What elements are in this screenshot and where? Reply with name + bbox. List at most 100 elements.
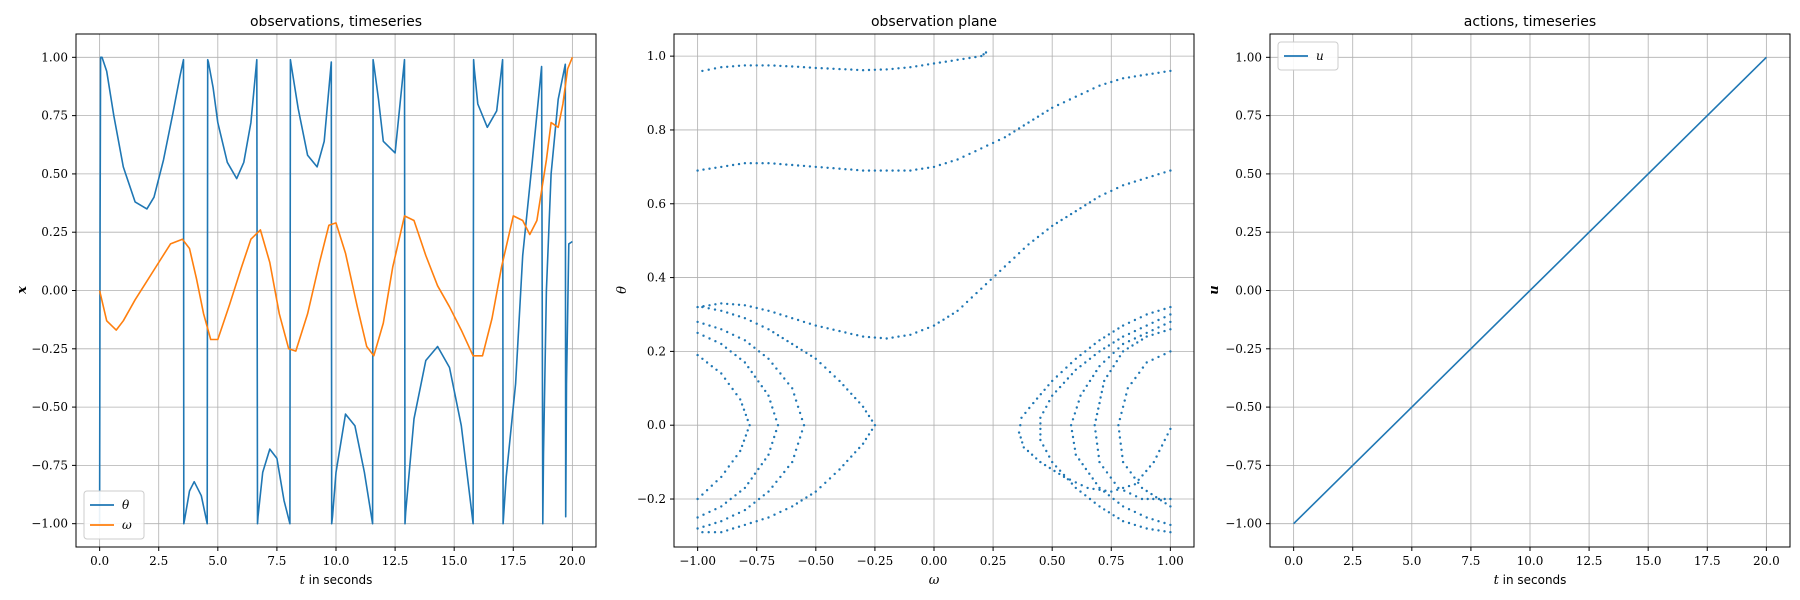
scatter-point (708, 324, 711, 327)
scatter-point (1107, 494, 1111, 497)
scatter-point (1035, 457, 1038, 460)
scatter-point (1027, 243, 1030, 246)
y-tick-label: −0.2 (637, 492, 666, 506)
scatter-point (696, 169, 699, 172)
scatter-point (1079, 394, 1082, 397)
scatter-point (771, 362, 774, 365)
scatter-point (885, 337, 888, 340)
scatter-point (809, 354, 813, 357)
scatter-point (842, 384, 845, 387)
scatter-point (708, 167, 711, 170)
scatter-point (1139, 74, 1143, 77)
scatter-point (701, 493, 704, 496)
scatter-point (1134, 376, 1137, 380)
scatter-point (773, 435, 776, 439)
scatter-point (774, 418, 778, 421)
scatter-point (794, 448, 798, 451)
scatter-point (771, 406, 774, 409)
scatter-point (897, 169, 900, 172)
scatter-point (1133, 337, 1137, 340)
scatter-point (1117, 486, 1120, 490)
scatter-point (749, 521, 752, 525)
scatter-point (1151, 321, 1154, 324)
scatter-point (805, 351, 808, 355)
scatter-point (787, 382, 790, 385)
scatter-point (921, 64, 924, 67)
y-tick-label: 1.00 (1235, 50, 1262, 64)
scatter-point (1140, 497, 1144, 501)
scatter-point (1070, 373, 1074, 376)
scatter-point (1088, 497, 1092, 501)
scatter-point (742, 408, 746, 411)
scatter-point (814, 66, 817, 70)
scatter-point (1048, 466, 1052, 470)
scatter-point (726, 65, 729, 69)
scatter-point (796, 405, 800, 408)
scatter-point (702, 513, 705, 516)
y-axis-label: x (15, 286, 30, 295)
scatter-point (1145, 331, 1148, 335)
scatter-point (1062, 101, 1066, 104)
scatter-point (1065, 215, 1068, 219)
scatter-point (1117, 501, 1120, 504)
x-tick-label: 0.25 (980, 554, 1007, 568)
scatter-point (1062, 381, 1066, 384)
y-tick-label: −1.00 (31, 517, 68, 531)
scatter-point (720, 165, 723, 169)
x-tick-label: 2.5 (149, 554, 168, 568)
scatter-point (1095, 412, 1099, 416)
scatter-point (1013, 256, 1016, 259)
scatter-point (1169, 320, 1172, 324)
scatter-point (1098, 505, 1101, 508)
scatter-point (748, 505, 751, 508)
scatter-point (1058, 469, 1062, 472)
scatter-point (1094, 418, 1098, 421)
scatter-point (873, 424, 877, 427)
scatter-point (873, 169, 877, 172)
scatter-point (1148, 465, 1152, 468)
scatter-point (1121, 505, 1125, 508)
scatter-point (833, 472, 836, 476)
scatter-point (729, 497, 732, 501)
scatter-point (1157, 355, 1160, 359)
scatter-point (1079, 353, 1082, 357)
scatter-point (867, 68, 871, 72)
scatter-point (1127, 508, 1131, 511)
scatter-point (1139, 327, 1143, 330)
scatter-point (1069, 362, 1073, 365)
scatter-point (727, 465, 730, 468)
scatter-point (897, 67, 900, 70)
scatter-point (737, 336, 741, 339)
scatter-point (1127, 182, 1131, 185)
scatter-point (1169, 531, 1172, 534)
scatter-point (956, 158, 959, 161)
y-tick-label: 0.6 (647, 197, 666, 211)
scatter-point (779, 162, 782, 166)
chart-title: observation plane (871, 14, 997, 30)
scatter-point (1074, 453, 1078, 456)
scatter-point (1069, 424, 1073, 427)
scatter-point (720, 531, 723, 534)
scatter-point (891, 336, 894, 339)
scatter-point (1082, 389, 1085, 392)
scatter-point (1126, 347, 1130, 350)
series-line-u (1293, 56, 1767, 525)
scatter-point (1117, 338, 1120, 341)
scatter-point (1036, 115, 1040, 118)
scatter-point (828, 370, 832, 374)
scatter-point (1092, 374, 1095, 378)
y-tick-label: 1.00 (41, 50, 68, 64)
scatter-point (1130, 381, 1133, 385)
scatter-point (1092, 487, 1095, 491)
scatter-point (1071, 435, 1075, 439)
scatter-point (861, 405, 865, 408)
scatter-point (1028, 406, 1031, 410)
scatter-point (1120, 448, 1123, 451)
scatter-point (1106, 374, 1109, 378)
scatter-point (734, 353, 737, 357)
scatter-point (1074, 368, 1078, 371)
scatter-point (1104, 82, 1107, 86)
scatter-point (1155, 455, 1158, 458)
scatter-point (1117, 517, 1120, 520)
